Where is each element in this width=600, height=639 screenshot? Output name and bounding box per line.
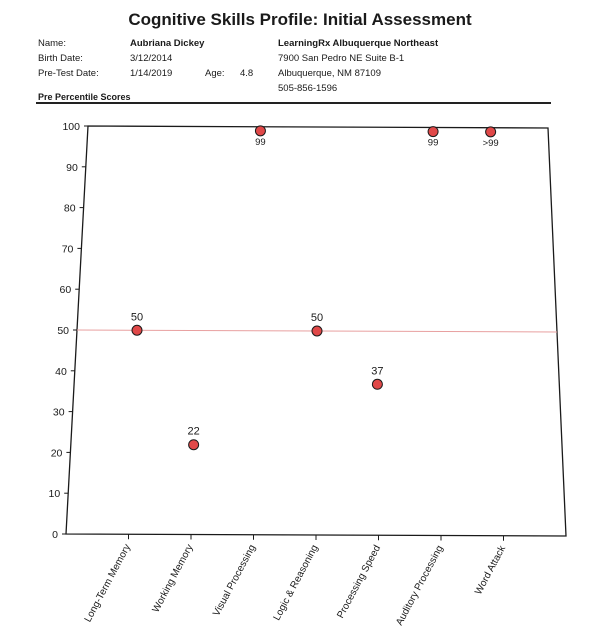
pretest-date-label: Pre-Test Date: bbox=[38, 68, 99, 79]
section-divider bbox=[36, 102, 551, 104]
data-label: >99 bbox=[483, 138, 499, 149]
y-tick-label: 20 bbox=[51, 447, 63, 459]
center-address-line-2: Albuquerque, NM 87109 bbox=[278, 68, 381, 79]
y-tick-label: 30 bbox=[53, 407, 65, 419]
data-label: 50 bbox=[131, 311, 143, 323]
birth-date-label: Birth Date: bbox=[38, 53, 83, 64]
x-category-label: Processing Speed bbox=[335, 543, 383, 620]
x-category-label: Visual Processing bbox=[211, 543, 258, 618]
y-tick-label: 100 bbox=[62, 121, 80, 133]
pretest-date-value: 1/14/2019 bbox=[130, 68, 173, 79]
x-category-label: Long-Term Memory bbox=[83, 542, 133, 624]
center-phone: 505-856-1596 bbox=[278, 83, 338, 94]
name-label: Name: bbox=[38, 38, 66, 49]
x-category-label: Working Memory bbox=[151, 543, 196, 615]
data-point bbox=[427, 126, 439, 138]
data-label: 99 bbox=[428, 138, 439, 149]
y-tick-label: 80 bbox=[64, 203, 76, 215]
data-point bbox=[485, 126, 497, 138]
data-point bbox=[311, 325, 323, 337]
data-label: 37 bbox=[371, 365, 383, 377]
data-point bbox=[371, 378, 383, 390]
y-tick-label: 70 bbox=[62, 243, 74, 255]
data-label: 50 bbox=[311, 312, 323, 324]
student-name: Aubriana Dickey bbox=[130, 38, 205, 49]
age-value: 4.8 bbox=[240, 68, 254, 79]
plot-frame bbox=[65, 125, 567, 537]
age-label: Age: bbox=[205, 68, 225, 79]
birth-date-value: 3/12/2014 bbox=[130, 53, 173, 64]
x-category-label: Auditory Processing bbox=[394, 544, 445, 628]
x-category-label: Word Attack bbox=[473, 543, 508, 596]
center-address-line-1: 7900 San Pedro NE Suite B-1 bbox=[278, 53, 405, 64]
data-point bbox=[188, 439, 200, 451]
data-label: 22 bbox=[188, 426, 200, 438]
y-tick-label: 50 bbox=[57, 325, 69, 337]
y-tick-label: 60 bbox=[60, 284, 72, 296]
section-title: Pre Percentile Scores bbox=[38, 92, 131, 102]
center-name: LearningRx Albuquerque Northeast bbox=[278, 38, 439, 49]
data-point bbox=[131, 324, 143, 336]
y-tick-label: 40 bbox=[55, 366, 67, 378]
data-label: 99 bbox=[255, 137, 266, 148]
y-tick-label: 90 bbox=[66, 162, 78, 174]
y-tick-label: 0 bbox=[52, 529, 58, 541]
data-point bbox=[254, 125, 266, 137]
x-category-label: Logic & Reasoning bbox=[272, 543, 321, 622]
page-title: Cognitive Skills Profile: Initial Assess… bbox=[128, 10, 472, 29]
y-tick-label: 10 bbox=[49, 488, 61, 500]
